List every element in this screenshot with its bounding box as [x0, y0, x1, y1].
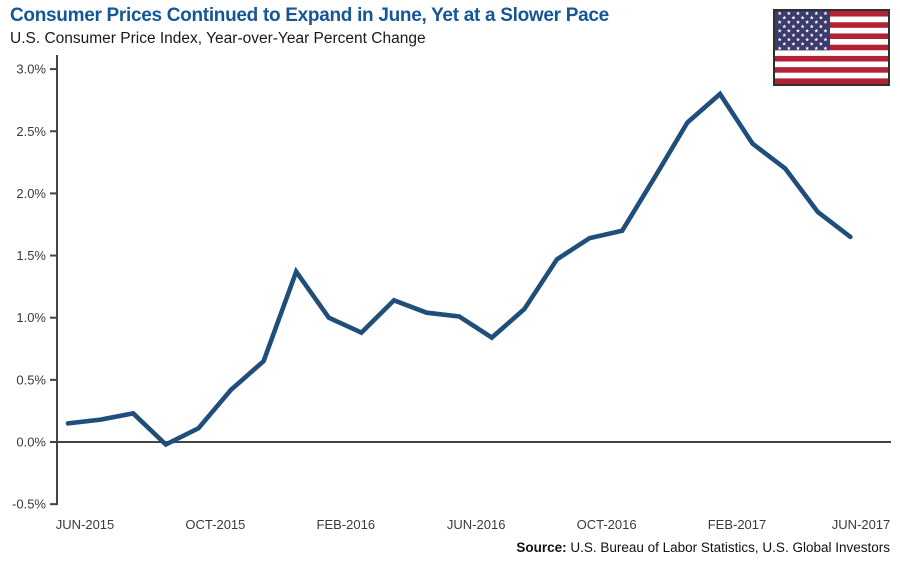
x-tick-label: FEB-2017	[708, 517, 767, 532]
flag-star	[805, 37, 810, 42]
source-text: U.S. Bureau of Labor Statistics, U.S. Gl…	[566, 540, 890, 555]
page-subtitle: U.S. Consumer Price Index, Year-over-Yea…	[10, 30, 426, 47]
flag-star	[782, 41, 787, 46]
us-flag-image	[775, 11, 888, 84]
flag-star	[796, 37, 800, 42]
flag-star	[823, 11, 828, 16]
y-tick-label: -0.5%	[12, 497, 46, 512]
flag-star	[800, 24, 805, 29]
flag-star	[777, 37, 782, 42]
x-tick-label: FEB-2016	[317, 517, 376, 532]
flag-star	[818, 24, 823, 29]
flag-stripe	[775, 27, 888, 34]
flag-star	[809, 41, 814, 46]
flag-star	[800, 15, 805, 20]
flag-stripe	[775, 67, 888, 73]
y-tick-label: 2.0%	[16, 186, 46, 201]
flag-stripe	[775, 16, 888, 23]
flag-star	[814, 46, 819, 51]
flag-star	[796, 28, 800, 33]
flag-star	[823, 28, 828, 33]
flag-stripe	[775, 22, 888, 28]
x-tick-label: OCT-2015	[185, 517, 245, 532]
source-attribution: Source: U.S. Bureau of Labor Statistics,…	[516, 540, 890, 555]
flag-star	[800, 41, 805, 46]
y-tick-label: 3.0%	[16, 62, 46, 77]
flag-stripe	[775, 55, 888, 62]
flag-star	[818, 33, 823, 37]
flag-star	[782, 33, 787, 37]
flag-star	[805, 20, 810, 24]
flag-stripe	[775, 11, 888, 17]
flag-star	[786, 20, 791, 24]
flag-star	[800, 33, 805, 37]
cpi-data-line	[65, 90, 853, 448]
flag-star	[777, 11, 782, 16]
flag-star	[805, 28, 810, 33]
y-tick-label: 1.0%	[16, 310, 46, 325]
flag-star	[782, 24, 787, 29]
flag-star	[814, 20, 819, 24]
flag-star	[777, 20, 782, 24]
y-tick-label: 0.0%	[16, 435, 46, 450]
flag-star	[809, 15, 814, 20]
flag-star	[791, 15, 796, 20]
flag-star	[791, 24, 796, 29]
flag-stripe	[775, 33, 888, 40]
flag-stripe	[775, 72, 888, 79]
flag-star	[814, 11, 819, 16]
flag-star	[786, 28, 791, 33]
y-tick-label: 0.5%	[16, 372, 46, 387]
us-flag-icon	[773, 9, 890, 86]
flag-star	[796, 20, 800, 24]
y-tick-label: 2.5%	[16, 124, 46, 139]
flag-star	[823, 37, 828, 42]
flag-star	[823, 20, 828, 24]
flag-star	[814, 37, 819, 42]
flag-star	[786, 37, 791, 42]
flag-star	[809, 24, 814, 29]
source-label: Source:	[516, 540, 567, 555]
flag-star	[777, 28, 782, 33]
flag-star	[786, 11, 791, 16]
page-title: Consumer Prices Continued to Expand in J…	[10, 5, 609, 26]
flag-star	[805, 46, 810, 51]
flag-star	[814, 28, 819, 33]
flag-star	[791, 41, 796, 46]
y-tick-label: 1.5%	[16, 248, 46, 263]
flag-star	[823, 46, 828, 51]
x-tick-label: OCT-2016	[577, 517, 637, 532]
flag-star	[777, 46, 782, 51]
flag-star	[818, 15, 823, 20]
flag-stripe	[775, 44, 888, 51]
flag-star	[786, 46, 791, 51]
flag-star	[796, 46, 800, 51]
flag-star	[809, 33, 814, 37]
x-tick-label: JUN-2017	[832, 517, 891, 532]
x-tick-label: JUN-2016	[447, 517, 506, 532]
x-tick-label: JUN-2015	[56, 517, 115, 532]
flag-star	[818, 41, 823, 46]
flag-star	[805, 11, 810, 16]
flag-star	[782, 15, 787, 20]
flag-stripe	[775, 78, 888, 84]
flag-stripe	[775, 39, 888, 45]
flag-star	[791, 33, 796, 37]
flag-star	[796, 11, 800, 16]
flag-stripe	[775, 50, 888, 57]
flag-stripe	[775, 61, 888, 68]
